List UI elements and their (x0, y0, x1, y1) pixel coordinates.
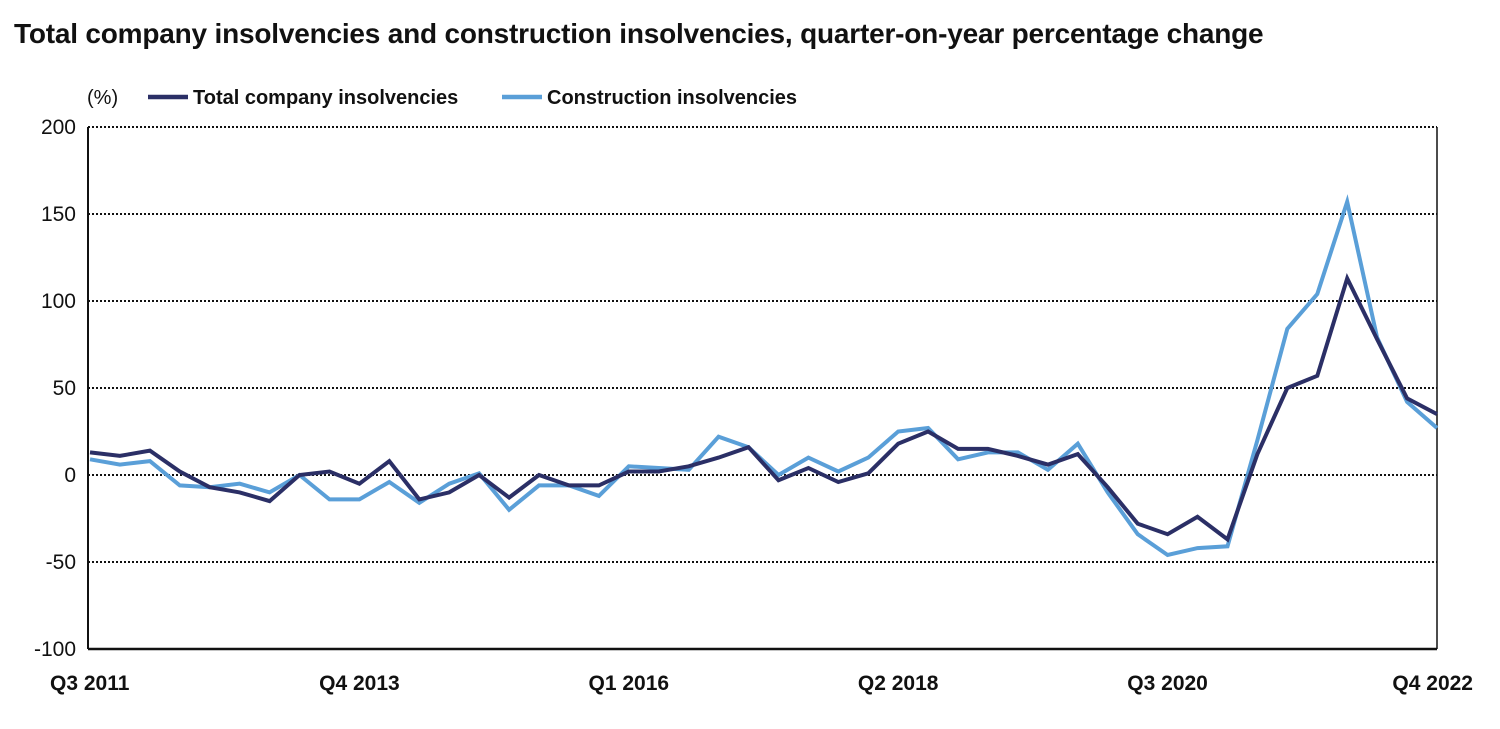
x-tick-label: Q1 2016 (589, 672, 670, 695)
gridlines (88, 126, 1437, 563)
y-tick-label: -50 (46, 551, 76, 574)
series-line-construction (89, 194, 1439, 558)
axes (87, 127, 1438, 651)
chart-title: Total company insolvencies and construct… (14, 18, 1264, 49)
x-tick-label: Q4 2013 (319, 672, 400, 695)
series-line-total-company (89, 272, 1438, 543)
x-tick-label: Q3 2020 (1127, 672, 1208, 695)
y-tick-label: 0 (64, 464, 76, 487)
x-axis-ticks: Q3 2011 Q4 2013 Q1 2016 Q2 2018 Q3 2020 Q4 20… (50, 672, 1473, 695)
y-axis-ticks: 200 150 100 50 0 -50 -100 (34, 116, 76, 661)
y-tick-label: 200 (41, 116, 76, 139)
series-lines (89, 194, 1439, 558)
y-tick-label: 50 (53, 377, 76, 400)
legend-label: Total company insolvencies (193, 87, 458, 109)
y-axis-unit-label: (%) (87, 87, 118, 109)
x-tick-label: Q3 2011 (50, 672, 130, 695)
legend-label: Construction insolvencies (547, 87, 797, 109)
legend: Total company insolvencies Construction i… (148, 87, 797, 109)
y-tick-label: 150 (41, 203, 76, 226)
y-tick-label: -100 (34, 638, 76, 661)
x-tick-label: Q4 2022 (1392, 672, 1473, 695)
x-tick-label: Q2 2018 (858, 672, 939, 695)
y-tick-label: 100 (41, 290, 76, 313)
